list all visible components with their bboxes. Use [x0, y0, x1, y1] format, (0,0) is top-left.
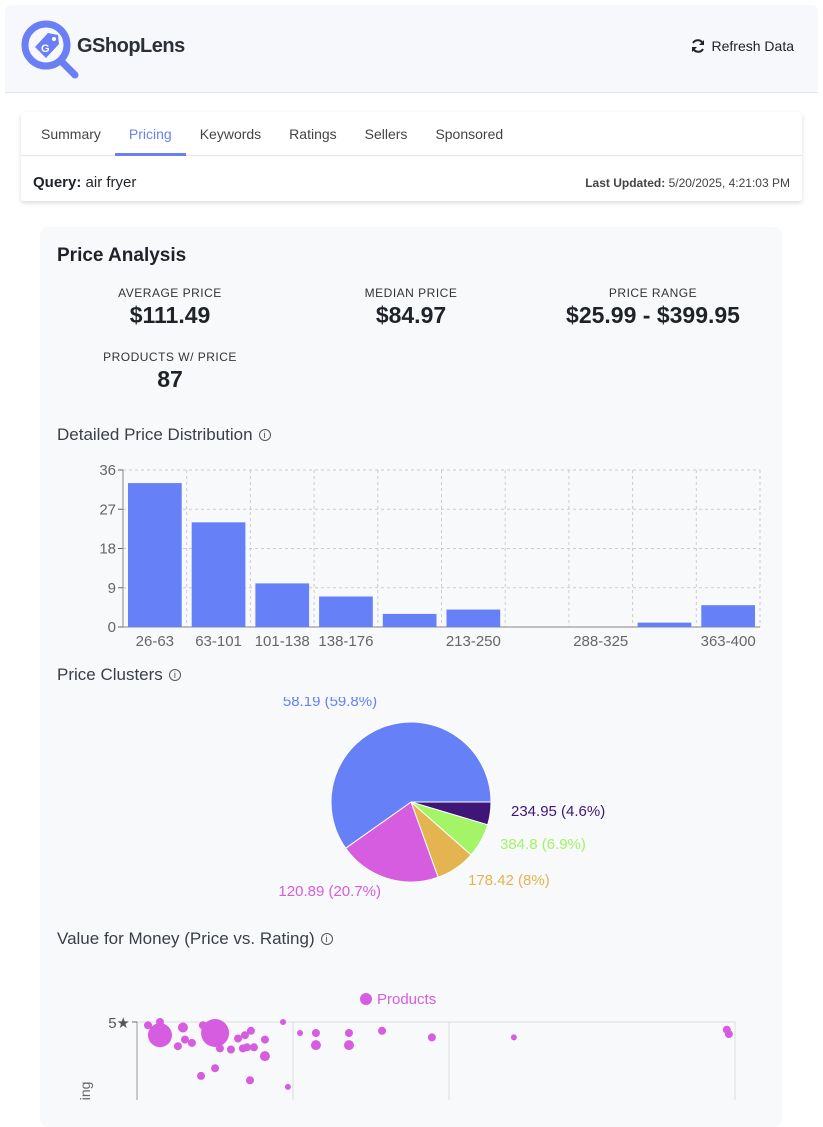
info-icon[interactable]: i [168, 669, 181, 681]
stat-products-with-price: PRODUCTS W/ PRICE 87 [50, 350, 290, 393]
stat-value: $84.97 [375, 302, 447, 328]
stat-value: $111.49 [129, 302, 211, 328]
svg-text:G: G [41, 43, 50, 55]
stat-label: PRODUCTS W/ PRICE [103, 350, 237, 364]
tab-sellers[interactable]: Sellers [364, 126, 408, 142]
info-icon[interactable]: i [320, 933, 333, 945]
refresh-label: Refresh Data [711, 38, 794, 54]
query-value: air fryer [85, 174, 137, 191]
stat-value: 87 [157, 366, 183, 392]
price-analysis-panel: Price Analysis AVERAGE PRICE $111.49 MEDI… [40, 227, 782, 1127]
stat-value: $25.99 - $399.95 [566, 302, 740, 328]
stat-average-price: AVERAGE PRICE $111.49 [50, 286, 290, 329]
stat-label: PRICE RANGE [608, 286, 698, 300]
tab-keywords[interactable]: Keywords [199, 126, 262, 142]
stat-label: MEDIAN PRICE [364, 286, 458, 300]
panel-title: Price Analysis [57, 245, 187, 266]
logo-icon: G [21, 20, 79, 79]
distribution-title: Detailed Price Distribution i [57, 425, 271, 445]
tab-bar: Summary Pricing Keywords Ratings Sellers… [21, 112, 802, 156]
clusters-title: Price Clusters i [57, 665, 181, 685]
value-title-text: Value for Money (Price vs. Rating) [57, 929, 315, 948]
stat-median-price: MEDIAN PRICE $84.97 [291, 286, 531, 329]
app-header: G GShopLens Refresh Data [5, 5, 818, 93]
query-display: Query: air fryer [33, 174, 136, 191]
distribution-title-text: Detailed Price Distribution [57, 425, 253, 444]
refresh-icon [691, 39, 704, 53]
brand-name: GShopLens [77, 35, 185, 57]
tab-pricing[interactable]: Pricing [114, 112, 186, 156]
value-title: Value for Money (Price vs. Rating) i [57, 929, 333, 949]
last-updated-label: Last Updated: [585, 176, 666, 190]
info-icon[interactable]: i [258, 429, 271, 441]
tab-summary[interactable]: Summary [41, 126, 101, 142]
tab-sponsored[interactable]: Sponsored [435, 126, 504, 142]
tab-card: Summary Pricing Keywords Ratings Sellers… [21, 112, 802, 201]
query-label: Query: [33, 174, 82, 191]
last-updated-value: 5/20/2025, 4:21:03 PM [668, 176, 790, 190]
refresh-data-button[interactable]: Refresh Data [690, 38, 794, 54]
stat-label: AVERAGE PRICE [118, 286, 222, 300]
clusters-title-text: Price Clusters [57, 665, 163, 684]
last-updated: Last Updated: 5/20/2025, 4:21:03 PM [585, 176, 790, 190]
stat-price-range: PRICE RANGE $25.99 - $399.95 [533, 286, 773, 329]
tab-ratings[interactable]: Ratings [289, 126, 337, 142]
